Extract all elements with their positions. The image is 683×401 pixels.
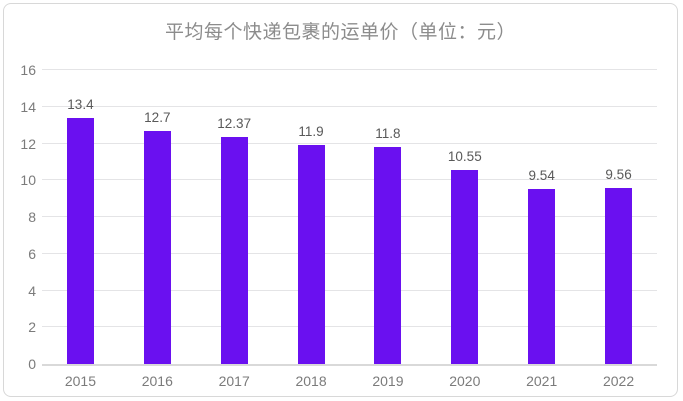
bar-2018: 11.9 xyxy=(297,124,325,364)
x-tick-label: 2022 xyxy=(602,373,635,389)
gridline xyxy=(42,142,657,144)
bar-column: 9.56 xyxy=(580,70,657,364)
bar-value-label: 9.56 xyxy=(605,167,632,183)
bar-column: 12.37 xyxy=(196,70,273,364)
bar-2016: 12.7 xyxy=(143,110,171,364)
y-axis: 0 2 4 6 8 10 12 14 16 xyxy=(10,62,36,372)
bar-value-label: 12.37 xyxy=(217,115,252,131)
x-tick-label: 2017 xyxy=(218,373,250,389)
gridline xyxy=(42,216,657,217)
bar-column: 13.4 xyxy=(42,70,119,364)
bar-value-label: 10.55 xyxy=(447,149,482,165)
x-tick-label: 2020 xyxy=(449,373,481,389)
gridline xyxy=(42,105,657,107)
x-tick-label: 2021 xyxy=(526,373,558,389)
x-axis: 2015 2016 2017 2018 2019 2020 2021 2022 xyxy=(42,373,657,389)
x-tick-label: 2015 xyxy=(64,373,97,389)
y-tick-label: 10 xyxy=(20,172,36,189)
y-tick-label: 4 xyxy=(28,282,36,299)
bar-2022: 9.56 xyxy=(605,167,633,364)
x-tick-label: 2019 xyxy=(372,373,404,389)
gridline xyxy=(42,179,657,181)
bar-2021: 9.54 xyxy=(528,168,556,364)
bar-column: 11.9 xyxy=(273,70,350,364)
plot-area: 13.4 12.7 12.37 11.9 11.8 10.55 9.54 9.56 xyxy=(42,69,657,366)
y-tick-label: 8 xyxy=(28,209,36,225)
bar-2015: 13.4 xyxy=(66,97,94,364)
bar-column: 12.7 xyxy=(119,70,196,364)
bar-value-label: 9.54 xyxy=(528,167,555,183)
bar-value-label: 11.8 xyxy=(375,126,401,142)
bar-value-label: 13.4 xyxy=(67,96,94,112)
bar-2017: 12.37 xyxy=(217,116,251,364)
bar-value-label: 11.9 xyxy=(298,124,324,140)
bar-2019: 11.8 xyxy=(374,126,402,364)
y-tick-label: 6 xyxy=(28,245,36,262)
x-tick-label: 2016 xyxy=(141,373,173,389)
gridline xyxy=(42,252,657,254)
y-tick-label: 2 xyxy=(28,319,36,336)
gridline xyxy=(42,69,657,70)
y-tick-label: 12 xyxy=(20,135,36,152)
gridline xyxy=(42,326,657,328)
y-tick-label: 0 xyxy=(28,356,36,372)
bar-column: 9.54 xyxy=(503,70,580,364)
chart-frame: 平均每个快递包裹的运单价（单位：元） 0 2 4 6 8 10 12 14 16 13.4 12.… xyxy=(3,3,678,397)
bar-2020: 10.55 xyxy=(448,149,482,364)
chart-title: 平均每个快递包裹的运单价（单位：元） xyxy=(164,22,516,43)
y-tick-label: 16 xyxy=(20,62,36,78)
bar-column: 11.8 xyxy=(350,70,427,364)
bar-series: 13.4 12.7 12.37 11.9 11.8 10.55 9.54 9.56 xyxy=(42,70,657,364)
bar-column: 10.55 xyxy=(426,70,503,364)
x-tick-label: 2018 xyxy=(295,373,327,389)
gridline xyxy=(42,289,657,291)
bar-value-label: 12.7 xyxy=(144,109,171,125)
y-tick-label: 14 xyxy=(20,98,36,115)
